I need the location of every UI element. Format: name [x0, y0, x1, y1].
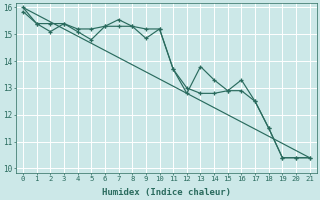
X-axis label: Humidex (Indice chaleur): Humidex (Indice chaleur): [102, 188, 231, 197]
